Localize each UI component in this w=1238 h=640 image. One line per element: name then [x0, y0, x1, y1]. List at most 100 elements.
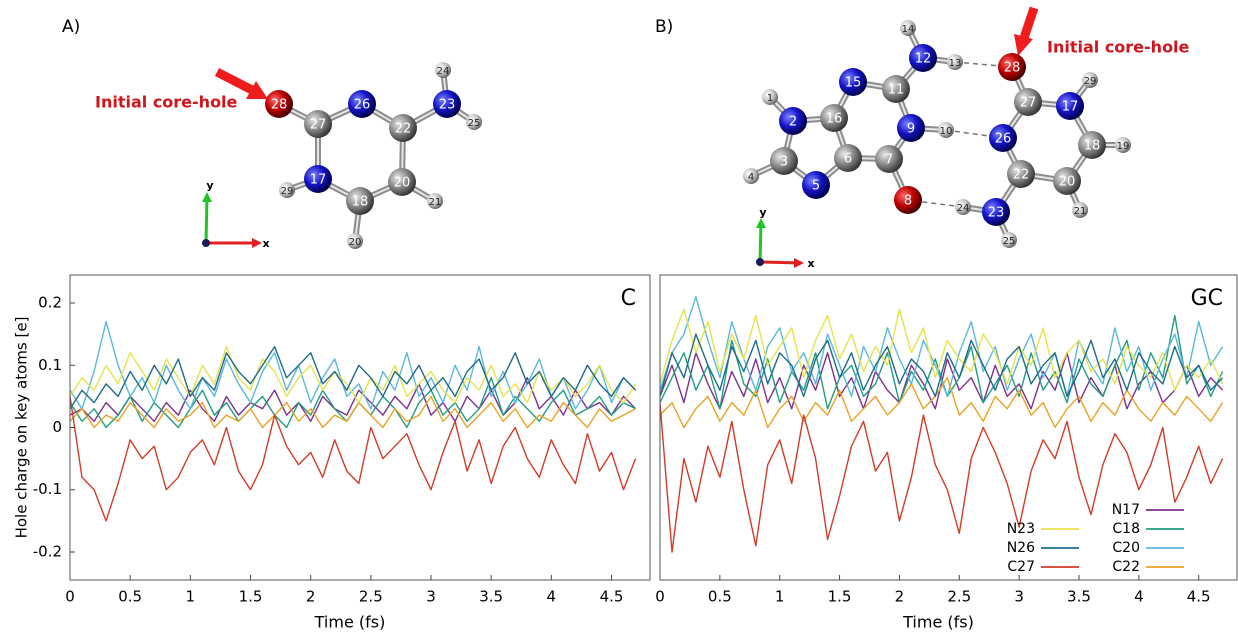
axis-arrow-head: [252, 238, 262, 248]
atom-label: 10: [940, 126, 953, 137]
series-line: [660, 377, 1224, 429]
atom-label: 27: [310, 118, 327, 133]
atom-label: 26: [354, 98, 371, 113]
atom: [433, 90, 461, 118]
axis-label: y: [759, 206, 766, 219]
atom: [279, 182, 295, 198]
axis-arrow: [204, 195, 209, 244]
core-hole-arrow: [1014, 6, 1039, 56]
atom: [743, 168, 759, 184]
atom-label: 19: [1117, 141, 1130, 152]
y-axis-title: Hole charge on key atoms [e]: [13, 317, 31, 539]
atom-label: 14: [902, 24, 915, 35]
atom-label: 22: [395, 122, 412, 137]
atom-label: 23: [439, 98, 456, 113]
atom-label: 21: [1074, 206, 1087, 217]
atom: [347, 233, 363, 249]
axis-origin: [202, 239, 210, 247]
atom: [1078, 131, 1106, 159]
atom: [389, 114, 417, 142]
atom: [770, 147, 798, 175]
atom-label: 11: [888, 83, 905, 98]
plot-frame: [69, 274, 651, 581]
chart-title: C: [621, 286, 636, 311]
atom-label: 9: [907, 122, 915, 137]
x-tick-label: 4: [1134, 588, 1144, 606]
series-line: [660, 333, 1224, 398]
x-tick-label: 2: [895, 588, 905, 606]
atom-label: 28: [271, 98, 288, 113]
axis-label: y: [206, 179, 213, 192]
series-line: [70, 345, 637, 410]
atom: [894, 186, 922, 214]
y-tick-label: 0: [52, 418, 62, 436]
atom: [1115, 137, 1131, 153]
atom: [1001, 232, 1017, 248]
atom-label: 3: [780, 155, 788, 170]
atom: [897, 114, 925, 142]
atom-label: 26: [995, 132, 1012, 147]
plot-frame: [659, 274, 1238, 581]
x-axis-title: Time (fs): [314, 613, 386, 632]
charts: 0 0.5 1 1.5 2 2.5 3 3.5 4 4.5 0.2 0.1 0 -0.1 -0.2 Time …: [13, 274, 1238, 632]
x-tick-label: 2.5: [947, 588, 971, 606]
atom-label: 20: [349, 237, 362, 248]
atom: [1014, 88, 1042, 116]
x-tick-label: 4.5: [600, 588, 624, 606]
atom: [802, 171, 830, 199]
atom: [427, 193, 443, 209]
axis-arrow-head: [202, 192, 212, 202]
x-tick-label: 4.5: [1187, 588, 1211, 606]
atom-label: 17: [1062, 100, 1079, 115]
atom-label: 18: [352, 195, 369, 210]
atom-label: 4: [748, 172, 754, 183]
atom: [900, 20, 916, 36]
x-tick-label: 0.5: [708, 588, 732, 606]
atom: [820, 104, 848, 132]
atom: [839, 68, 867, 96]
axis-label: x: [262, 237, 269, 250]
atom-label: 25: [468, 118, 481, 129]
atom: [834, 144, 862, 172]
atom: [882, 75, 910, 103]
atom: [435, 62, 451, 78]
atom: [265, 90, 293, 118]
x-tick-label: 0: [655, 588, 665, 606]
atom-label: 13: [949, 58, 962, 69]
atom-label: 16: [826, 112, 843, 127]
atom-label: 7: [885, 153, 893, 168]
atom-label: 17: [310, 173, 327, 188]
atom: [938, 122, 954, 138]
y-tick-label: 0.1: [38, 356, 62, 374]
atom-label: 22: [1013, 168, 1030, 183]
legend-label: C27: [1007, 559, 1035, 575]
atom: [982, 198, 1010, 226]
x-tick-label: 3.5: [1067, 588, 1091, 606]
series-line: [660, 402, 1224, 553]
x-tick-label: 1: [186, 588, 196, 606]
atom: [1082, 72, 1098, 88]
annotation: Initial core-hole: [1047, 38, 1190, 57]
x-tick-label: 3.5: [479, 588, 503, 606]
y-tick-label: 0.2: [38, 294, 62, 312]
panel-label: B): [655, 17, 673, 37]
atom-label: 15: [845, 76, 862, 91]
x-tick-label: 3: [1014, 588, 1024, 606]
series-line: [70, 377, 637, 422]
plot-area: [660, 296, 1224, 553]
atom: [762, 89, 778, 105]
x-tick-label: 0: [65, 588, 75, 606]
atom-label: 21: [429, 197, 442, 208]
atom: [909, 44, 937, 72]
legend-label: C20: [1112, 540, 1140, 556]
atom: [346, 187, 374, 215]
x-axis-title: Time (fs): [902, 613, 974, 632]
atom: [304, 165, 332, 193]
series-line: [660, 352, 1224, 410]
x-tick-label: 1: [775, 588, 785, 606]
atom-label: 18: [1084, 139, 1101, 154]
atom: [1007, 160, 1035, 188]
atom: [348, 90, 376, 118]
x-tick-label: 4: [547, 588, 557, 606]
